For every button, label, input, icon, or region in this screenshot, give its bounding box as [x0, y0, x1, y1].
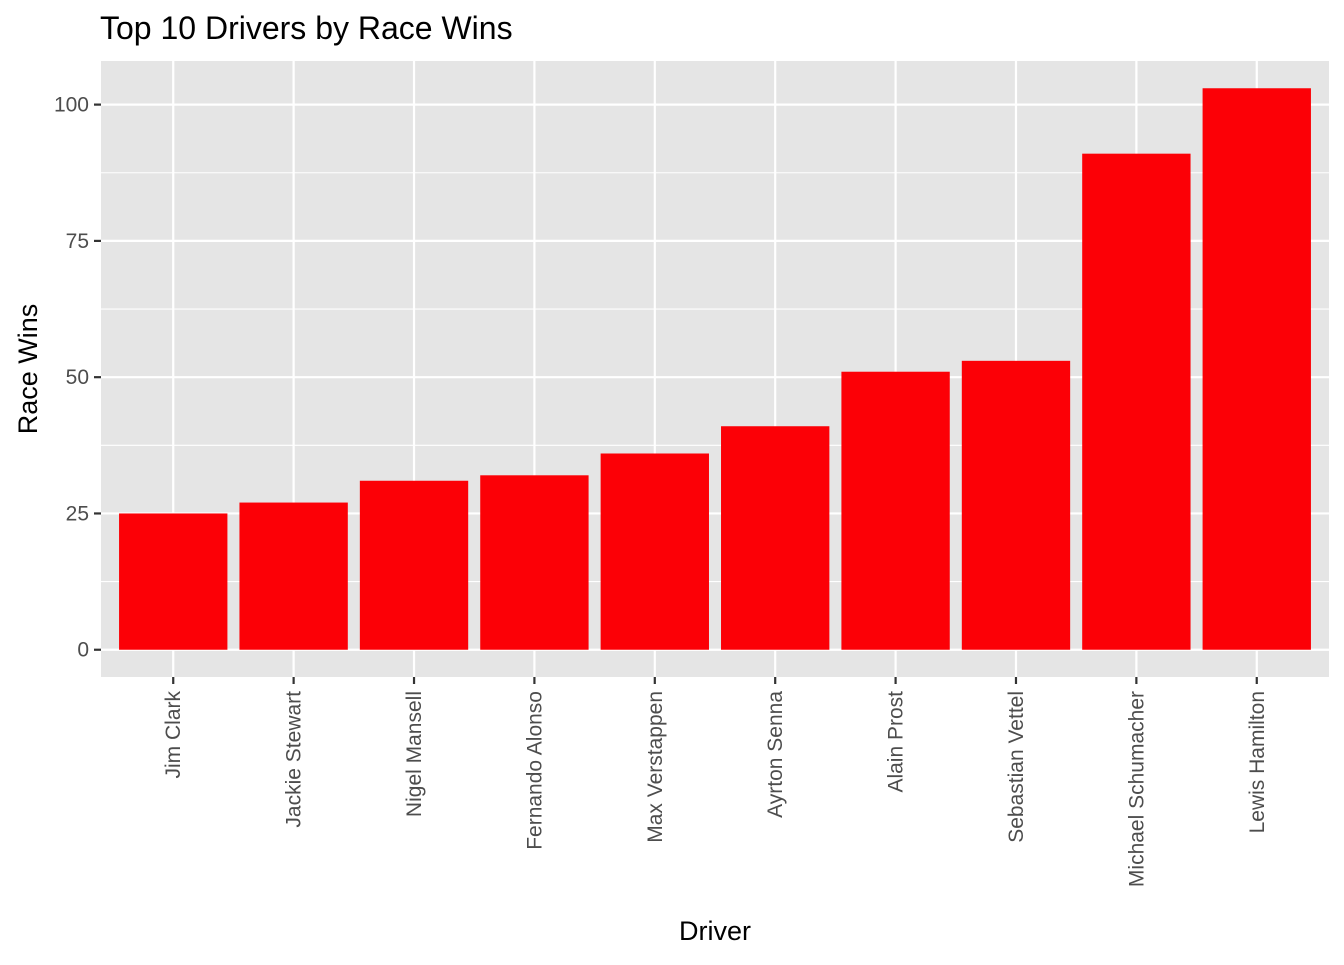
x-tick-label: Fernando Alonso [523, 691, 546, 850]
bar [841, 371, 950, 650]
x-tick-label: Nigel Mansell [403, 691, 426, 817]
bar [721, 426, 830, 650]
y-tick-label: 50 [66, 366, 89, 389]
y-tick-label: 75 [66, 230, 89, 253]
chart-title: Top 10 Drivers by Race Wins [100, 10, 513, 46]
bars [119, 88, 1311, 650]
x-tick-label: Alain Prost [885, 691, 908, 793]
x-axis: Jim Clark Jackie Stewart Nigel Mansell Fern… [162, 677, 1269, 887]
y-tick-label: 100 [54, 94, 89, 117]
x-tick-label: Jackie Stewart [283, 691, 306, 828]
y-tick-label: 0 [77, 639, 89, 662]
y-tick-label: 25 [66, 502, 89, 525]
x-tick-label: Lewis Hamilton [1246, 691, 1269, 833]
y-axis: 0 25 50 75 100 [54, 94, 101, 662]
bar [1082, 153, 1191, 650]
x-tick-label: Max Verstappen [644, 691, 667, 843]
bar [961, 360, 1071, 650]
x-tick-label: Ayrton Senna [764, 691, 787, 818]
x-tick-label: Sebastian Vettel [1005, 691, 1028, 843]
x-tick-label: Jim Clark [162, 691, 185, 779]
bar [239, 502, 348, 650]
y-axis-title: Race Wins [13, 304, 43, 435]
bar [600, 453, 709, 650]
bar [119, 513, 228, 650]
bar [480, 475, 589, 650]
x-axis-title: Driver [679, 916, 751, 946]
bar [1202, 88, 1311, 650]
bar [359, 480, 469, 650]
x-tick-label: Michael Schumacher [1125, 691, 1148, 887]
